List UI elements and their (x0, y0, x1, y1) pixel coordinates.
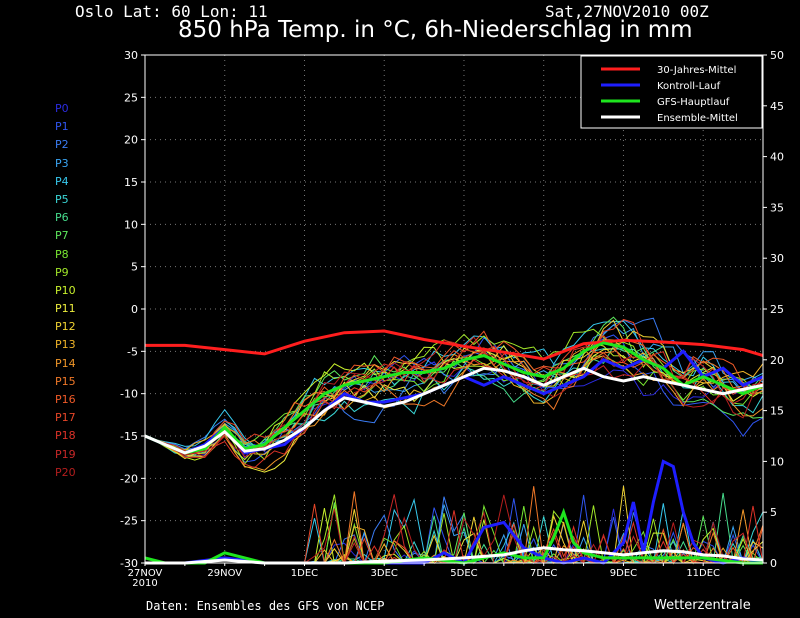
tick-label-left: -20 (120, 472, 138, 485)
run-date-label: Sat,27NOV2010 00Z (545, 2, 709, 21)
chart-title: 850 hPa Temp. in °C, 6h-Niederschlag in … (178, 17, 693, 43)
temp-line-30-Jahres-Mittel (145, 329, 764, 361)
member-line-P19 (144, 336, 764, 458)
member-label: P17 (55, 411, 76, 425)
member-label: P14 (55, 356, 76, 370)
tick-label-left: 30 (124, 49, 138, 62)
tick-label-x: 7DEC (530, 568, 557, 579)
tick-label-x: 9DEC (610, 568, 637, 579)
legend-label: 30-Jahres-Mittel (657, 65, 736, 76)
tick-label-left: 20 (124, 134, 138, 147)
tick-label-right: 15 (770, 405, 784, 418)
tick-label-right: 5 (770, 506, 777, 519)
member-label: P19 (55, 447, 76, 461)
tick-label-x: 29NOV (207, 568, 242, 579)
temp-line-GFS-Hauptlauf (144, 341, 764, 455)
tick-label-right: 0 (770, 557, 777, 570)
precip-line-GFS-Hauptlauf (144, 507, 763, 565)
tick-label-right: 20 (770, 354, 784, 367)
member-label: P4 (55, 174, 69, 188)
tick-label-right: 30 (770, 252, 784, 265)
tick-label-right: 50 (770, 49, 784, 62)
member-label: P8 (55, 247, 69, 261)
tick-label-x: 1DEC (291, 568, 318, 579)
tick-label-right: 10 (770, 455, 784, 468)
member-label: P11 (55, 302, 76, 316)
data-credit: Daten: Ensembles des GFS von NCEP (146, 599, 385, 613)
tick-label-left: -5 (127, 345, 138, 358)
member-label: P1 (55, 120, 69, 134)
member-line-P18 (144, 334, 764, 469)
member-label: P20 (55, 465, 76, 479)
member-label: P9 (55, 265, 69, 279)
tick-label-left: 5 (131, 261, 138, 274)
brand-label: Wetterzentrale (654, 598, 751, 613)
member-label: P15 (55, 374, 76, 388)
tick-label-left: -30 (120, 557, 138, 570)
temp-line-Ensemble-Mittel (144, 366, 764, 455)
grid-lines (145, 55, 763, 563)
member-list: P0 P1 P2 P3 P4 P5 P6 P7 P8 P9 P10 P11 P12 P13 P14 P15 P1… (55, 100, 76, 482)
tick-label-left: -15 (120, 430, 138, 443)
tick-label-right: 40 (770, 151, 784, 164)
tick-label-right: 25 (770, 303, 784, 316)
tick-label-x: 2010 (132, 578, 157, 589)
tick-label-x: 27NOV (128, 568, 163, 579)
tick-label-right: 35 (770, 201, 784, 214)
tick-label-left: -25 (120, 515, 138, 528)
member-label: P18 (55, 429, 76, 443)
axes: 302520151050-5-10-15-20-25-3050454035302… (120, 49, 784, 589)
member-label: P12 (55, 320, 76, 334)
member-line-P13 (144, 339, 764, 455)
legend: 30-Jahres-Mittel Kontroll-Lauf GFS-Hauptla… (580, 55, 763, 129)
member-label: P3 (55, 156, 69, 170)
tick-label-left: 10 (124, 218, 138, 231)
tick-label-left: -10 (120, 388, 138, 401)
member-label: P6 (55, 211, 69, 225)
legend-label: Ensemble-Mittel (657, 113, 738, 124)
member-label: P7 (55, 229, 69, 243)
tick-label-left: 0 (131, 303, 138, 316)
legend-label: Kontroll-Lauf (657, 81, 721, 92)
tick-label-right: 45 (770, 100, 784, 113)
member-label: P13 (55, 338, 76, 352)
tick-label-left: 25 (124, 91, 138, 104)
member-label: P0 (55, 102, 69, 115)
member-label: P5 (55, 192, 69, 206)
member-label: P2 (55, 138, 69, 152)
tick-label-x: 5DEC (450, 568, 477, 579)
tick-label-x: 11DEC (686, 568, 720, 579)
location-label: Oslo Lat: 60 Lon: 11 (75, 2, 268, 21)
member-label: P10 (55, 283, 76, 297)
legend-label: GFS-Hauptlauf (657, 97, 730, 108)
member-line-P1 (144, 334, 764, 463)
tick-label-left: 15 (124, 176, 138, 189)
tick-label-x: 3DEC (371, 568, 398, 579)
member-label: P16 (55, 393, 76, 406)
